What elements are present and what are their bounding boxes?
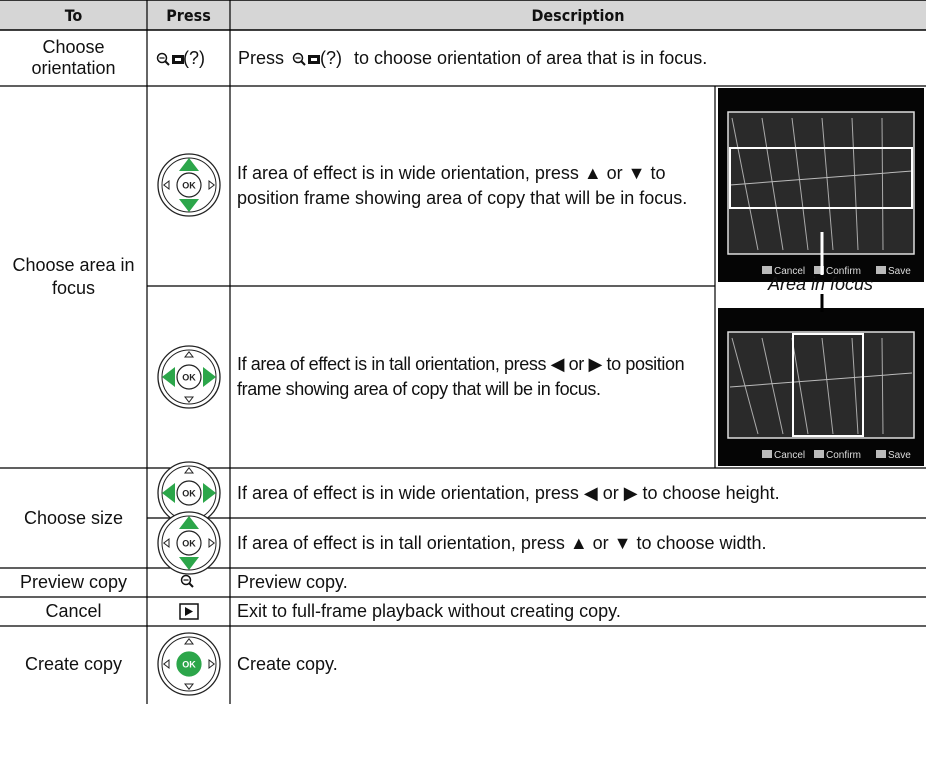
ok-label: OK [182,539,196,549]
description-text: (?) [320,47,342,68]
row-label: Cancel [45,601,102,621]
focus-frame [729,147,913,209]
focus-frame [792,333,864,437]
direction-arrow [183,637,195,645]
ok-label: OK [182,660,196,670]
control-icon [762,450,772,458]
row-label: Choose area in focus [12,255,135,298]
multi-selector-icon: OK [157,511,221,575]
zoom-icon [188,582,194,588]
street-line [851,117,859,251]
ok-button [176,530,202,556]
description-text: If area of effect is in tall orientation… [237,354,685,399]
ok-label: OK [182,489,196,499]
multi-selector-icon: OK [157,345,221,409]
ok-button [176,364,202,390]
description-text: If area of effect is in tall orientation… [237,532,767,553]
control-icon [762,266,772,274]
direction-arrow [178,157,200,171]
description-text: If area of effect is in wide orientation… [237,163,688,208]
figure-caption: Area in focus [767,273,874,294]
street-line [729,372,913,388]
direction-arrow [183,466,195,474]
zoom-icon [292,52,304,64]
street-line [761,117,784,251]
multi-selector-icon: OK [157,632,221,696]
ok-button [176,651,202,677]
description-text: Preview copy. [237,572,348,592]
direction-arrow [208,537,216,549]
header-cell: Press [166,5,211,25]
direction-arrow [208,179,216,191]
street-line [761,337,784,435]
row-label: Preview copy [19,572,128,592]
thumbnail-icon [175,58,181,61]
ok-label: OK [182,373,196,383]
street-line [851,337,859,435]
control-label: Confirm [826,266,861,277]
selector-ring [161,636,217,692]
direction-arrow [162,537,170,549]
street-line [791,337,809,435]
direction-arrow [203,482,217,504]
zoom-icon [156,52,168,64]
direction-arrow [203,366,217,388]
direction-arrow [162,179,170,191]
control-icon [814,266,824,274]
direction-arrow [183,350,195,358]
control-label: Confirm [826,450,861,461]
row-label: Create copy [24,653,123,674]
playback-icon [185,607,193,616]
street-line [791,117,809,251]
direction-arrow [208,658,216,670]
description-text: If area of effect is in wide orientation… [237,482,780,503]
thumbnail-icon [311,58,317,61]
multi-selector-icon: OK [157,153,221,217]
street-line [821,337,834,435]
direction-arrow [183,396,195,404]
street-line [821,117,834,251]
control-icon [876,450,886,458]
control-label: Save [888,450,911,461]
header-cell: Description [531,5,625,25]
row-label: Choose orientation [31,37,116,78]
direction-arrow [161,366,175,388]
description-text: to choose orientation of area that is in… [354,47,708,68]
control-icon [876,266,886,274]
ok-button [176,172,202,198]
zoom-icon [180,574,192,586]
control-label: Cancel [774,266,805,277]
street-line [881,117,884,251]
description-text: Exit to full-frame playback without crea… [237,601,621,621]
key-label: (?) [183,47,205,68]
zoom-icon [164,60,170,66]
direction-arrow [178,515,200,529]
street-line [729,170,913,186]
control-label: Save [888,266,911,277]
ok-label: OK [182,181,196,191]
header-cell: To [64,5,83,25]
ok-button [176,480,202,506]
direction-arrow [183,683,195,691]
direction-arrow [178,557,200,571]
control-icon [814,450,824,458]
row-label: Choose size [23,507,124,528]
description-text: Create copy. [237,653,338,674]
description-text: Press [238,47,285,68]
control-label: Cancel [774,450,805,461]
direction-arrow [178,199,200,213]
zoom-icon [300,60,306,66]
direction-arrow [161,482,175,504]
header-background [0,0,926,30]
direction-arrow [162,658,170,670]
street-line [881,337,884,435]
